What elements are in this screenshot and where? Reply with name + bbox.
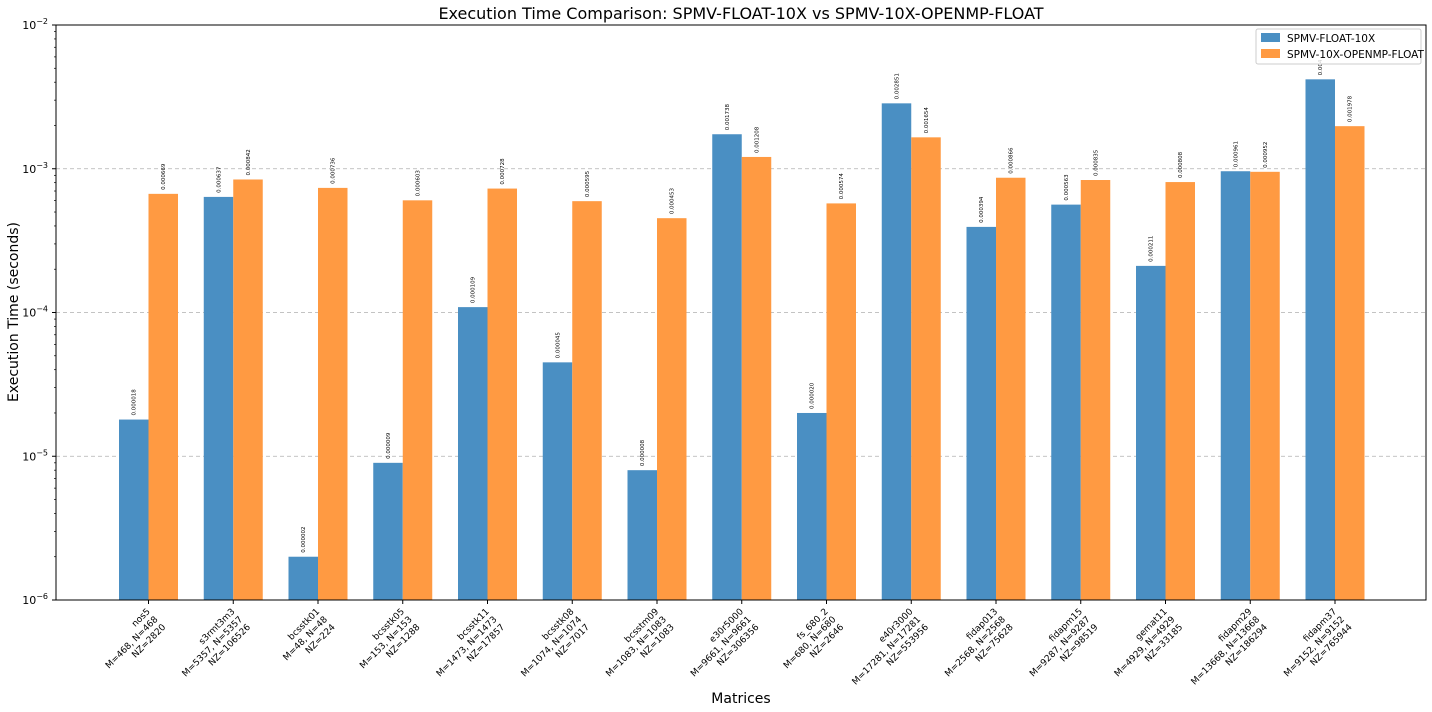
bar-value-label: 0.000808 bbox=[1178, 151, 1184, 178]
bar-value-label: 0.000952 bbox=[1263, 142, 1269, 168]
x-tick-label: bcsstm09M=1083, N=1083NZ=1083 bbox=[597, 607, 677, 687]
bar-value-label: 0.000109 bbox=[471, 276, 477, 303]
bar-value-label: 0.001208 bbox=[755, 126, 761, 153]
bar-openmp-float bbox=[1165, 182, 1195, 600]
bar-value-label: 0.000574 bbox=[839, 173, 845, 200]
bar-float-10x bbox=[203, 196, 234, 600]
legend-label-2: SPMV-10X-OPENMP-FLOAT bbox=[1287, 49, 1425, 61]
bar-float-10x bbox=[881, 103, 912, 600]
bar-openmp-float bbox=[1080, 180, 1111, 600]
bar-value-label: 0.000453 bbox=[670, 187, 676, 214]
y-tick-label: 10−3 bbox=[22, 161, 48, 176]
bar-float-10x bbox=[288, 556, 318, 600]
bar-openmp-float bbox=[657, 218, 687, 600]
bar-float-10x bbox=[1220, 171, 1251, 600]
bar-value-label: 0.000603 bbox=[416, 170, 422, 197]
x-tick-label: bcsstk01M=48, N=48NZ=224 bbox=[274, 607, 338, 671]
bar-value-label: 0.000394 bbox=[979, 196, 985, 223]
legend-box bbox=[1255, 28, 1422, 65]
bar-value-label: 0.002851 bbox=[895, 73, 901, 99]
x-tick-label: fidapm29M=13668, N=13668NZ=186294 bbox=[1182, 607, 1270, 695]
bar-value-label: 0.000563 bbox=[1064, 174, 1070, 201]
bar-value-label: 0.000736 bbox=[331, 157, 337, 184]
bar-float-10x bbox=[712, 134, 742, 600]
bar-value-label: 0.001654 bbox=[924, 107, 930, 134]
bar-openmp-float bbox=[487, 188, 517, 601]
y-axis: 10−6 10−5 10−4 10−3 10−2 bbox=[22, 17, 56, 607]
bar-value-label: 0.000637 bbox=[217, 166, 223, 193]
bar-value-label: 0.000211 bbox=[1149, 236, 1155, 262]
x-tick-label: bcsstk05M=153, N=153NZ=1288 bbox=[351, 607, 423, 679]
bar-value-label: 0.000961 bbox=[1234, 141, 1240, 167]
bar-openmp-float bbox=[318, 187, 348, 601]
x-axis-title: Matrices bbox=[711, 691, 770, 707]
x-tick-label: gemat11M=4929, N=4929NZ=33185 bbox=[1105, 607, 1185, 687]
legend-swatch-2 bbox=[1261, 49, 1280, 58]
bar-openmp-float bbox=[572, 201, 602, 600]
bar-openmp-float bbox=[826, 203, 856, 600]
bar-float-10x bbox=[119, 419, 149, 600]
bar-value-label: 0.000045 bbox=[556, 332, 562, 359]
bar-openmp-float bbox=[996, 177, 1026, 600]
bar-openmp-float bbox=[233, 179, 263, 600]
bar-value-label: 0.000009 bbox=[386, 432, 392, 459]
bar-float-10x bbox=[1136, 265, 1166, 600]
bar-openmp-float bbox=[402, 200, 433, 600]
y-axis-title: Execution Time (seconds) bbox=[6, 222, 22, 402]
bar-value-label: 0.000835 bbox=[1094, 149, 1100, 176]
y-tick-label: 10−4 bbox=[22, 305, 48, 320]
bar-float-10x bbox=[542, 362, 573, 600]
x-tick-label: e40r3000M=17281, N=17281NZ=553956 bbox=[843, 607, 931, 695]
bar-float-10x bbox=[373, 462, 403, 600]
bar-value-label: 0.000866 bbox=[1009, 147, 1015, 174]
bar-value-label: 0.004 bbox=[1318, 59, 1324, 75]
bar-float-10x bbox=[1305, 79, 1335, 600]
bar-openmp-float bbox=[1335, 126, 1365, 600]
legend-label-1: SPMV-FLOAT-10X bbox=[1287, 33, 1375, 45]
bar-float-10x bbox=[458, 307, 488, 600]
bar-value-label: 0.000008 bbox=[640, 439, 646, 466]
bar-openmp-float bbox=[911, 137, 941, 601]
x-tick-label: bcsstk11M=1473, N=1473NZ=17857 bbox=[427, 607, 507, 687]
bar-float-10x bbox=[966, 226, 996, 601]
bar-value-label: 0.000595 bbox=[585, 170, 591, 197]
x-tick-label: fidap013M=2568, N=2568NZ=75628 bbox=[936, 607, 1016, 687]
x-tick-label: fidapm15M=9287, N=9287NZ=98519 bbox=[1020, 607, 1100, 687]
bar-value-label: 0.000842 bbox=[246, 149, 252, 175]
bars bbox=[119, 79, 1365, 601]
x-tick-label: fidapm37M=9152, N=9152NZ=765944 bbox=[1275, 607, 1355, 687]
x-axis: nos5M=468, N=468NZ=2820 s3rmt3m3M=5357, N… bbox=[96, 600, 1355, 695]
chart-title: Execution Time Comparison: SPMV-FLOAT-10… bbox=[438, 4, 1043, 23]
bar-value-label: 0.000728 bbox=[500, 158, 506, 185]
bar-float-10x bbox=[627, 470, 657, 600]
bar-float-10x bbox=[797, 412, 827, 600]
legend: SPMV-FLOAT-10X SPMV-10X-OPENMP-FLOAT bbox=[1255, 28, 1425, 65]
grid-lines bbox=[56, 168, 1426, 457]
bar-openmp-float bbox=[741, 156, 772, 600]
bar-float-10x bbox=[1051, 204, 1081, 600]
bar-value-label: 0.000018 bbox=[132, 389, 138, 416]
x-tick-label: e30r5000M=9661, N=9661NZ=306356 bbox=[681, 607, 761, 687]
y-tick-label: 10−5 bbox=[22, 448, 48, 463]
bar-value-label: 0.000002 bbox=[301, 526, 307, 552]
legend-swatch-1 bbox=[1261, 33, 1280, 42]
data-labels: 0.000018 0.000637 0.000002 0.000009 0.000109… bbox=[132, 59, 1354, 553]
y-tick-label: 10−2 bbox=[22, 17, 48, 32]
bar-openmp-float bbox=[1250, 171, 1280, 601]
bar-value-label: 0.001978 bbox=[1348, 95, 1354, 122]
x-tick-label: fs_680_2M=680, N=680NZ=2646 bbox=[774, 607, 846, 679]
bar-value-label: 0.000020 bbox=[810, 382, 816, 409]
y-tick-label: 10−6 bbox=[22, 592, 48, 607]
x-tick-label: s3rmt3m3M=5357, N=5357NZ=106526 bbox=[173, 607, 253, 687]
x-tick-label: nos5M=468, N=468NZ=2820 bbox=[96, 607, 168, 679]
bar-value-label: 0.000669 bbox=[161, 163, 167, 190]
bar-value-label: 0.001738 bbox=[725, 103, 731, 130]
bar-openmp-float bbox=[148, 193, 178, 600]
x-tick-label: bcsstk08M=1074, N=1074NZ=7017 bbox=[512, 607, 592, 687]
